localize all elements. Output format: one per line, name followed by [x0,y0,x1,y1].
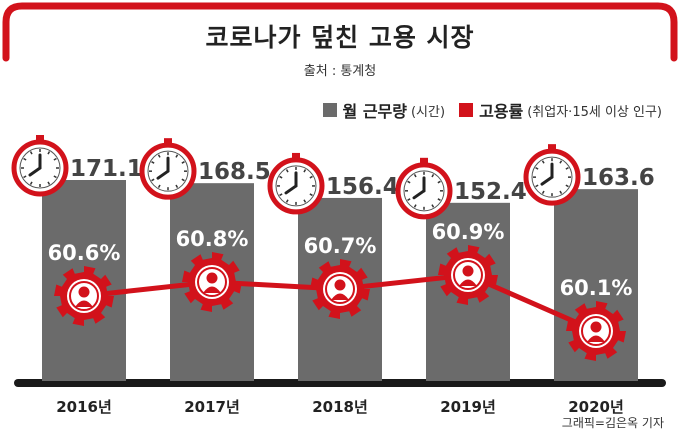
clock-icon [139,138,197,200]
gear-worker-icon [310,259,370,319]
legend-employment-note: (취업자·15세 이상 인구) [527,104,662,120]
clock-icon [11,135,69,197]
clock-icon [267,152,325,215]
gear-worker-icon [54,266,114,326]
gear-worker-icon [566,301,626,361]
gear-worker-icon [438,245,498,305]
chart-source: 출처 : 통계청 [303,64,377,79]
line-value-label: 60.8% [176,227,249,251]
clock-icon [395,157,453,220]
x-tick-label: 2019년 [440,398,496,416]
line-value-label: 60.7% [304,234,377,258]
bar-value-label: 163.6 [582,165,655,191]
line-value-label: 60.1% [560,276,633,300]
line-value-label: 60.9% [432,220,505,244]
legend-employment-label: 고용률 [479,102,524,121]
line-value-label: 60.6% [48,241,121,265]
legend-hours-label: 월 근무량 [342,102,407,121]
legend-swatch-hours [322,103,337,117]
x-tick-label: 2018년 [312,398,368,416]
chart-title: 코로나가 덮친 고용 시장 [205,23,475,52]
bar-value-label: 168.5 [198,159,271,185]
clock-icon [523,144,581,206]
bar-value-label: 171.1 [70,156,143,182]
graphic-credit: 그래픽=김은옥 기자 [561,416,664,430]
x-tick-label: 2020년 [568,398,624,416]
bar-value-label: 152.4 [454,179,527,205]
legend-hours-note: (시간) [410,104,446,120]
bar-value-label: 156.4 [326,174,399,200]
x-tick-label: 2017년 [184,398,240,416]
gear-worker-icon [182,252,242,312]
legend: 월 근무량 (시간) 고용률 (취업자·15세 이상 인구) [322,98,662,122]
x-tick-label: 2016년 [56,398,112,416]
legend-swatch-employment [459,103,474,117]
